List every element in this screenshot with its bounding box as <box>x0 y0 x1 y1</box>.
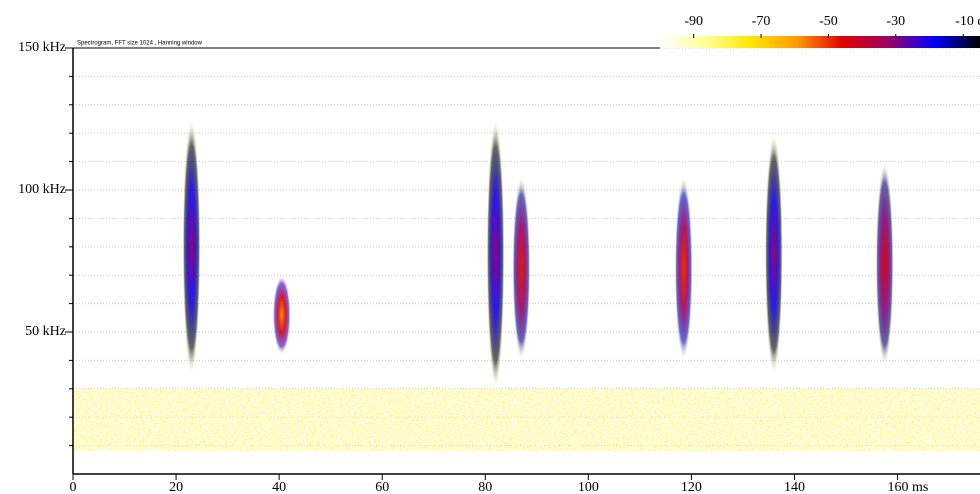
y-tick-label: 100 kHz <box>18 182 66 197</box>
colorbar-tick-label: -90 <box>684 14 703 29</box>
call <box>674 175 693 361</box>
x-tick-label: 160 ms <box>888 480 929 494</box>
call <box>272 275 291 355</box>
x-tick-label: 40 <box>272 480 286 494</box>
y-tick-label: 150 kHz <box>18 40 66 55</box>
call <box>182 119 201 375</box>
call <box>764 133 783 375</box>
x-tick-label: 120 <box>681 480 702 494</box>
x-tick-label: 0 <box>70 480 77 494</box>
chart-subtitle: Spectrogram, FFT size 1024 , Hanning win… <box>77 41 203 47</box>
colorbar-tick-label: -10 dB <box>955 14 980 29</box>
colorbar <box>660 36 980 48</box>
x-tick-label: 60 <box>375 480 389 494</box>
noise-band <box>73 388 980 452</box>
x-tick-label: 20 <box>169 480 183 494</box>
call <box>512 175 531 361</box>
y-tick-label: 50 kHz <box>25 324 66 339</box>
x-tick-label: 140 <box>784 480 805 494</box>
call <box>486 119 505 389</box>
colorbar-tick-label: -30 <box>886 14 905 29</box>
call <box>875 161 894 367</box>
x-tick-label: 100 <box>578 480 599 494</box>
x-tick-label: 80 <box>478 480 492 494</box>
colorbar-tick-label: -70 <box>752 14 771 29</box>
colorbar-tick-label: -50 <box>819 14 838 29</box>
